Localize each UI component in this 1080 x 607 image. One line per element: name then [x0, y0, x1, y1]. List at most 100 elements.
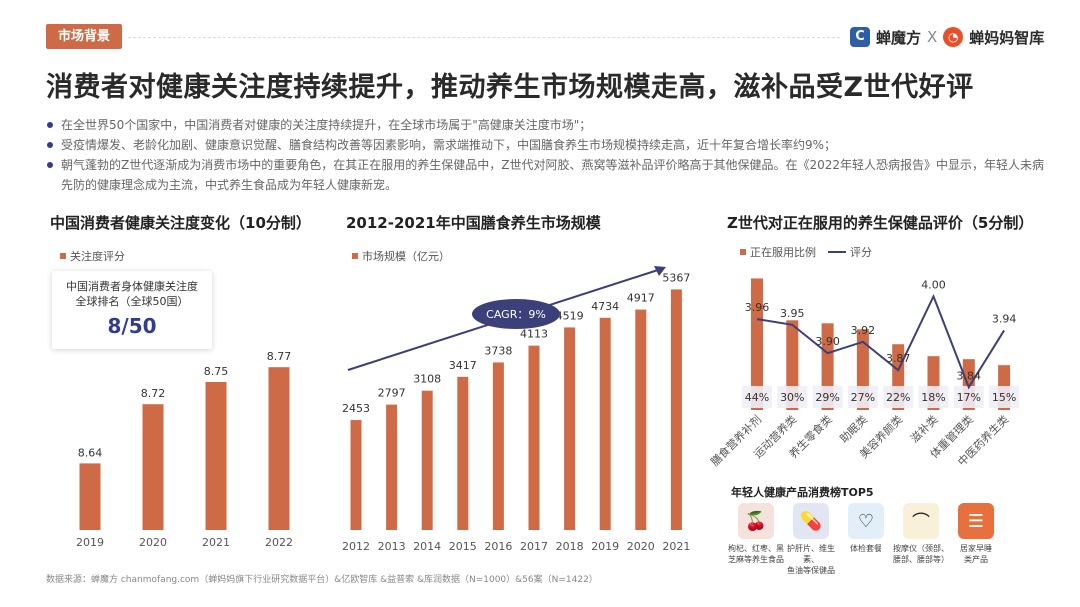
chart3-pct-label: 15%	[992, 391, 1016, 404]
chart3-pct-label: 27%	[851, 391, 875, 404]
chanmama-logo-icon: ◔	[943, 27, 964, 47]
chart3-x-tick: 膳食营养补剂	[708, 412, 765, 469]
rank-box-line2: 全球排名（全球50国）	[75, 295, 189, 308]
chart3-pct-bg	[953, 386, 984, 408]
chart1-data-label: 8.77	[267, 350, 292, 363]
chart2-bar	[635, 309, 647, 530]
chart3-legend-bar-label: 正在服用比例	[750, 246, 816, 259]
chart3-score-line	[756, 293, 1005, 390]
chart1-bar	[268, 367, 290, 530]
chart3-title: Z世代对正在服用的养生保健品评价（5分制）	[727, 214, 1034, 232]
chart3-bar	[751, 278, 763, 410]
chart2-data-label: 4734	[591, 300, 619, 313]
top5-title: 年轻人健康产品消费榜TOP5	[731, 486, 874, 499]
bullet-item: 受疫情爆发、老龄化加剧、健康意识觉醒、膳食结构改善等因素影响，需求端推动下，中国…	[46, 135, 1046, 155]
chart1-bar	[142, 404, 164, 530]
top5-item-line1: 按摩仪（颈部、	[893, 544, 949, 553]
top5-item: ⌒ 按摩仪（颈部、 腰部、腰部等）	[892, 503, 950, 565]
chart1-data-label: 8.64	[78, 446, 103, 459]
rank-box-value: 8/50	[107, 314, 157, 338]
chart2-legend: 市场规模（亿元）	[352, 248, 450, 264]
chart2-data-label: 5367	[662, 271, 690, 284]
chart1-x-tick: 2022	[265, 536, 293, 549]
chart3-pct-label: 18%	[921, 391, 945, 404]
chart2-cagr-label: CAGR：9%	[486, 308, 546, 321]
chart2-data-label: 3738	[484, 344, 512, 357]
top5-item: 💊 护肝片、维生素、 鱼油等保健品	[782, 503, 840, 576]
top5-item-line1: 居家早睡	[960, 544, 992, 553]
chart2-x-tick: 2016	[484, 540, 512, 553]
top5-item-line2: 腰部、腰部等）	[893, 555, 949, 564]
chart2-data-label: 2453	[342, 402, 370, 415]
legend-swatch	[352, 253, 358, 259]
legend-swatch	[740, 249, 746, 255]
sleep-product-icon: ☰	[958, 503, 994, 539]
chanmofang-logo-icon: C	[850, 27, 870, 47]
top5-item: ☰ 居家早睡 类产品	[947, 503, 1005, 565]
rank-box-line1: 中国消费者身体健康关注度	[66, 280, 198, 293]
chart2-legend-label: 市场规模（亿元）	[362, 250, 450, 263]
top5-item-line2: 鱼油等保健品	[787, 566, 835, 575]
chart3-score-label: 3.90	[815, 335, 840, 348]
chart3-pct-label: 44%	[745, 391, 769, 404]
chart2-x-tick: 2021	[662, 540, 690, 553]
chart2-x-tick: 2014	[413, 540, 441, 553]
section-tag: 市场背景	[46, 24, 122, 49]
chart2-x-tick: 2020	[627, 540, 655, 553]
chart3-pct-label: 22%	[886, 391, 910, 404]
chart2-data-label: 4917	[627, 292, 655, 305]
page-title: 消费者对健康关注度持续提升，推动养生市场规模走高，滋补品受Z世代好评	[46, 72, 974, 103]
chart1-x-tick: 2020	[139, 536, 167, 549]
chart2-bar	[457, 376, 469, 530]
chart2-x-tick: 2019	[591, 540, 619, 553]
chart3-pct-bg	[847, 386, 878, 408]
chart2-x-tick: 2018	[556, 540, 584, 553]
top5-item-line2: 芝麻等养生食品	[728, 555, 784, 564]
chart3-x-tick: 助眠类	[837, 412, 870, 445]
massager-icon: ⌒	[903, 503, 939, 539]
chart3-pct-bg	[883, 386, 914, 408]
chart2-data-label: 3417	[449, 359, 477, 372]
chart2-bar	[528, 345, 540, 530]
bullet-item: 在全世界50个国家中，中国消费者对健康的关注度持续提升，在全球市场属于"高健康关…	[46, 115, 1046, 135]
chart3-score-label: 3.92	[851, 324, 876, 337]
top5-item-line1: 体检套餐	[850, 544, 882, 553]
rank-box: 中国消费者身体健康关注度 全球排名（全球50国） 8/50	[52, 271, 212, 349]
legend-line	[828, 251, 846, 253]
chart2-x-tick: 2012	[342, 540, 370, 553]
legend-swatch	[60, 253, 66, 259]
chart3-pct-bg	[777, 386, 808, 408]
chart1-title: 中国消费者健康关注度变化（10分制）	[50, 214, 311, 232]
chart1-legend-label: 关注度评分	[70, 250, 125, 263]
chart1-x-tick: 2019	[76, 536, 104, 549]
chart2-bar	[492, 362, 504, 530]
chart1-bar	[205, 382, 227, 530]
top5-item-line1: 枸杞、红枣、黑	[728, 544, 784, 553]
brand-left: 蝉魔方	[876, 28, 922, 47]
chart1-data-label: 8.72	[141, 387, 166, 400]
chart2-x-tick: 2015	[449, 540, 477, 553]
chart2-x-tick: 2013	[378, 540, 406, 553]
chart3-legend-line-label: 评分	[850, 246, 872, 259]
bullet-list: 在全世界50个国家中，中国消费者对健康的关注度持续提升，在全球市场属于"高健康关…	[46, 115, 1046, 195]
header-divider	[128, 37, 840, 38]
chart2-data-label: 4519	[556, 309, 584, 322]
chart3-score-label: 3.87	[886, 352, 911, 365]
top5-item-line2: 类产品	[964, 555, 988, 564]
chart3-pct-label: 17%	[957, 391, 981, 404]
chart2-bar	[599, 317, 611, 530]
chart3-pct-bg	[812, 386, 843, 408]
chart2-bar	[670, 289, 682, 530]
data-source: 数据来源：蝉魔方 chanmofang.com（蝉妈妈旗下行业研究数据平台）&亿…	[46, 575, 598, 585]
chart3-pct-bg	[742, 386, 772, 408]
chart1-data-label: 8.75	[204, 365, 229, 378]
chart2-bar	[386, 404, 398, 530]
chart2-cagr-badge	[472, 299, 560, 329]
chart3-score-label: 3.84	[957, 369, 982, 382]
chart2-bar	[350, 420, 362, 530]
top5-item: 🍒 枸杞、红枣、黑 芝麻等养生食品	[727, 503, 785, 565]
supplement-icon: 💊	[793, 503, 829, 539]
